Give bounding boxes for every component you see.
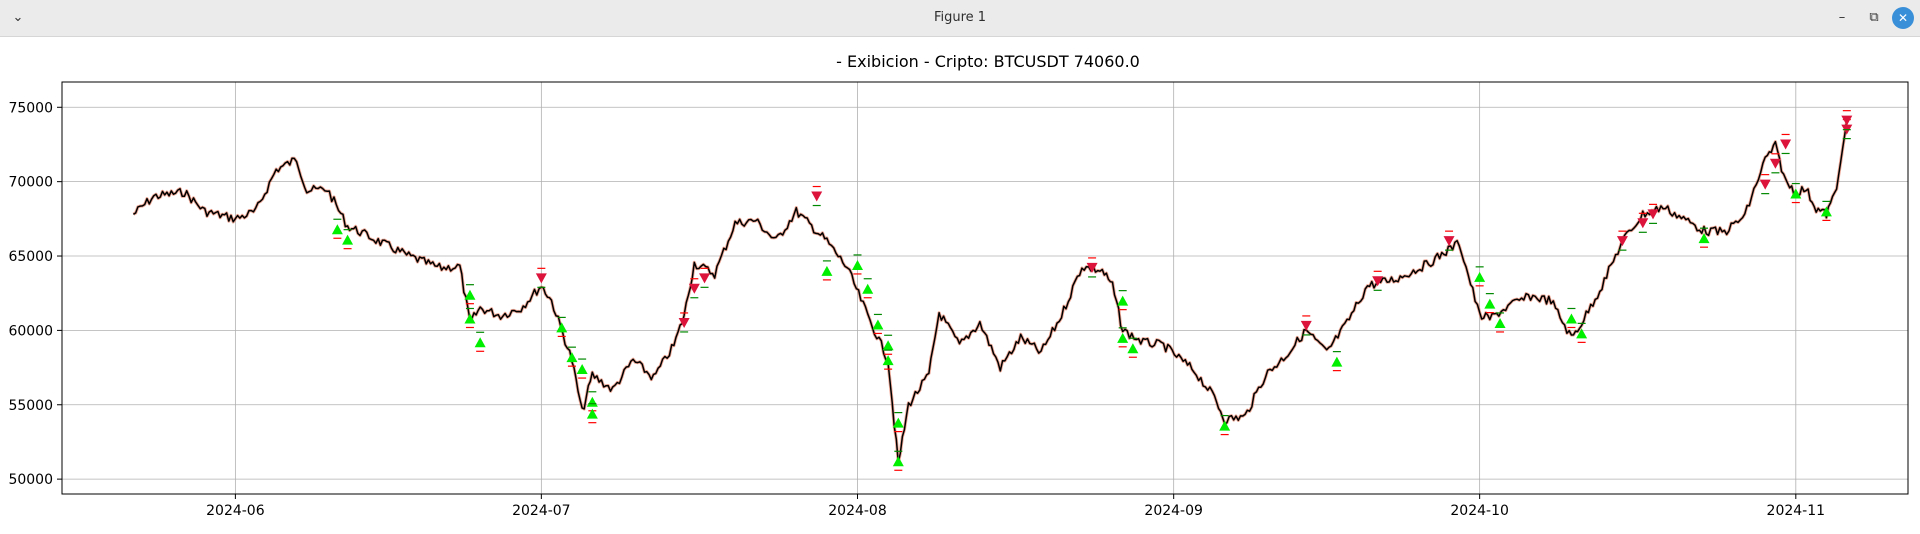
sell-marker xyxy=(699,273,711,284)
buy-marker xyxy=(331,224,343,235)
buy-marker xyxy=(1117,295,1129,306)
buy-marker xyxy=(342,234,354,245)
x-tick-label: 2024-08 xyxy=(828,503,887,519)
buy-marker xyxy=(1576,328,1588,339)
sell-marker xyxy=(688,283,700,294)
buy-marker xyxy=(1117,332,1129,343)
buy-marker xyxy=(882,355,894,366)
sell-marker xyxy=(678,317,690,328)
window-titlebar: ⌄ Figure 1 – ⧉ ✕ xyxy=(0,0,1920,37)
sell-marker xyxy=(1780,139,1792,150)
close-icon[interactable]: ✕ xyxy=(1892,7,1914,29)
minimize-icon[interactable]: – xyxy=(1838,10,1846,25)
y-tick-label: 55000 xyxy=(8,398,53,414)
price-shadow-line xyxy=(132,120,1849,465)
buy-marker xyxy=(1484,298,1496,309)
y-tick-label: 75000 xyxy=(8,100,53,116)
buy-marker xyxy=(1820,206,1832,217)
sell-marker xyxy=(1637,218,1649,229)
buy-marker xyxy=(1127,343,1139,354)
buy-marker xyxy=(1494,317,1506,328)
sell-marker xyxy=(1841,115,1853,126)
y-tick-label: 50000 xyxy=(8,472,53,488)
buy-marker xyxy=(576,364,588,375)
sell-marker xyxy=(811,191,823,202)
buy-marker xyxy=(872,319,884,330)
chart-title: - Exibicion - Cripto: BTCUSDT 74060.0 xyxy=(836,52,1140,71)
buy-marker xyxy=(586,396,598,407)
sell-marker xyxy=(1300,320,1312,331)
axis-ticks: 50000 55000 60000 65000 70000 75000 2024-06 202… xyxy=(8,100,1825,519)
buy-marker xyxy=(882,340,894,351)
x-tick-label: 2024-10 xyxy=(1450,503,1509,519)
x-tick-label: 2024-07 xyxy=(512,503,571,519)
buy-marker xyxy=(892,456,904,467)
buy-marker xyxy=(852,259,864,270)
x-tick-label: 2024-06 xyxy=(206,503,265,519)
window-title: Figure 1 xyxy=(933,10,987,25)
sell-marker xyxy=(1616,236,1628,247)
y-tick-label: 65000 xyxy=(8,249,53,265)
buy-marker xyxy=(474,337,486,348)
price-line xyxy=(133,120,1848,464)
x-tick-label: 2024-09 xyxy=(1144,503,1203,519)
sell-marker xyxy=(1759,179,1771,190)
buy-marker xyxy=(1474,271,1486,282)
buy-marker xyxy=(821,265,833,276)
restore-icon[interactable]: ⧉ xyxy=(1869,10,1879,25)
buy-marker xyxy=(862,283,874,294)
buy-marker xyxy=(1219,420,1231,431)
buy-marker xyxy=(892,417,904,428)
sell-marker xyxy=(1372,276,1384,287)
buy-marker xyxy=(464,313,476,324)
buy-marker xyxy=(1331,356,1343,367)
buy-marker xyxy=(556,322,568,333)
buy-marker xyxy=(1565,313,1577,324)
buy-marker xyxy=(464,289,476,300)
buy-marker xyxy=(586,408,598,419)
sell-marker xyxy=(1647,209,1659,220)
chart: - Exibicion - Cripto: BTCUSDT 74060.0 50… xyxy=(8,52,1909,519)
buy-marker xyxy=(1698,233,1710,244)
buy-marker xyxy=(1790,188,1802,199)
sell-marker xyxy=(1443,236,1455,247)
y-tick-label: 60000 xyxy=(8,323,53,339)
plot-frame xyxy=(61,81,1909,495)
sell-marker xyxy=(1769,158,1781,169)
chevron-down-icon[interactable]: ⌄ xyxy=(12,10,24,25)
sell-marker xyxy=(535,273,547,284)
grid xyxy=(62,82,1908,494)
plot-area xyxy=(132,110,1853,471)
y-tick-label: 70000 xyxy=(8,175,53,191)
x-tick-label: 2024-11 xyxy=(1767,503,1826,519)
buy-marker xyxy=(566,352,578,363)
sell-marker xyxy=(1086,262,1098,273)
